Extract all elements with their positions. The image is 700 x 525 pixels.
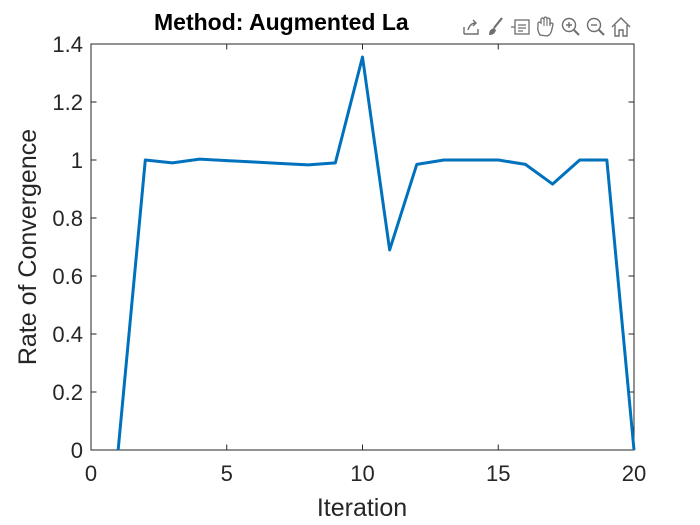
x-tick-label: 0 bbox=[85, 461, 97, 486]
x-tick-label: 5 bbox=[221, 461, 233, 486]
y-tick-label: 0.8 bbox=[52, 206, 83, 231]
zoom-in-icon[interactable] bbox=[561, 17, 580, 36]
x-tick-label: 10 bbox=[350, 461, 374, 486]
y-tick-label: 0.6 bbox=[52, 264, 83, 289]
series-line-0 bbox=[116, 55, 636, 451]
y-axis-label: Rate of Convergence bbox=[14, 129, 42, 365]
pan-hand-icon[interactable] bbox=[537, 16, 554, 37]
axes-toolbar bbox=[458, 12, 636, 42]
export-icon[interactable] bbox=[463, 19, 479, 35]
x-tick-label: 20 bbox=[622, 461, 646, 486]
plot-area bbox=[90, 43, 635, 451]
zoom-out-icon[interactable] bbox=[586, 17, 605, 36]
y-tick-label: 0.4 bbox=[52, 322, 83, 347]
y-tick-label: 1 bbox=[71, 148, 83, 173]
x-tick-label: 15 bbox=[486, 461, 510, 486]
y-tick-label: 0 bbox=[71, 438, 83, 463]
brush-icon[interactable] bbox=[489, 17, 503, 35]
y-tick-label: 0.2 bbox=[52, 380, 83, 405]
x-axis-label: Iteration bbox=[317, 494, 407, 522]
chart-title: Method: Augmented La bbox=[154, 9, 409, 35]
datatip-icon[interactable] bbox=[511, 19, 530, 35]
series-group bbox=[116, 55, 636, 451]
toolbar-background bbox=[458, 12, 636, 42]
tick-labels: 0 5 10 15 20 0 0.2 0.4 0.6 0.8 1 1.2 1.4 bbox=[52, 32, 646, 486]
home-icon[interactable] bbox=[611, 17, 631, 37]
y-tick-label: 1.4 bbox=[52, 32, 83, 57]
y-tick-label: 1.2 bbox=[52, 90, 83, 115]
axes bbox=[90, 43, 635, 451]
